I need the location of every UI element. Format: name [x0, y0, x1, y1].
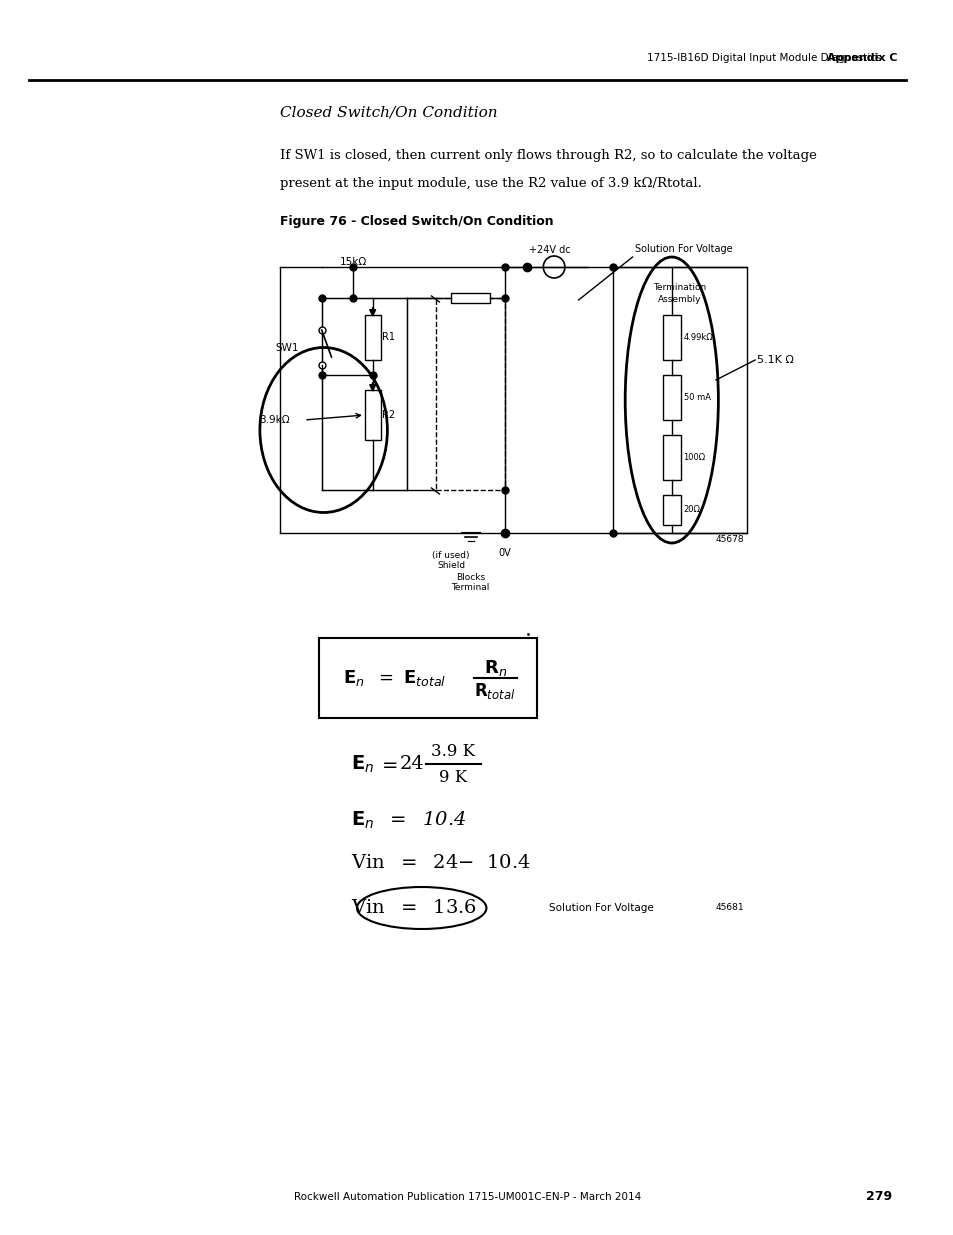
Text: 0V: 0V — [498, 548, 511, 558]
Text: 50 mA: 50 mA — [683, 393, 710, 401]
Bar — [662, 495, 679, 525]
Text: 3.9kΩ: 3.9kΩ — [258, 415, 289, 425]
Text: 1715-IB16D Digital Input Module Diagnostics: 1715-IB16D Digital Input Module Diagnost… — [646, 53, 881, 63]
Text: Vin  $=$  24$-$  10.4: Vin $=$ 24$-$ 10.4 — [351, 853, 530, 872]
Text: Blocks: Blocks — [456, 573, 485, 582]
Text: Solution For Voltage: Solution For Voltage — [549, 903, 653, 913]
Text: SW1: SW1 — [275, 343, 299, 353]
Text: 9 K: 9 K — [438, 769, 467, 787]
Bar — [662, 315, 679, 359]
Bar — [364, 390, 380, 440]
Text: 20Ω: 20Ω — [683, 505, 700, 515]
Text: $=$: $=$ — [377, 755, 397, 773]
Bar — [436, 298, 504, 490]
Text: $\mathbf{E}_{n}$: $\mathbf{E}_{n}$ — [351, 753, 374, 774]
Text: 279: 279 — [865, 1191, 891, 1203]
Text: Rockwell Automation Publication 1715-UM001C-EN-P - March 2014: Rockwell Automation Publication 1715-UM0… — [294, 1192, 640, 1202]
Text: R1: R1 — [382, 332, 395, 342]
Text: 100Ω: 100Ω — [683, 452, 705, 462]
Text: 15kΩ: 15kΩ — [339, 257, 366, 267]
Text: present at the input module, use the R2 value of 3.9 kΩ/Rtotal.: present at the input module, use the R2 … — [279, 177, 700, 189]
Text: R2: R2 — [382, 410, 395, 420]
Text: Assembly: Assembly — [658, 294, 701, 304]
Bar — [321, 298, 407, 490]
Text: Termination: Termination — [653, 283, 706, 291]
Text: $\mathbf{E}_{n}$  $=$  10.4: $\mathbf{E}_{n}$ $=$ 10.4 — [351, 809, 466, 831]
Text: 5.1K Ω: 5.1K Ω — [757, 354, 793, 366]
Text: $\mathbf{R}_{n}$: $\mathbf{R}_{n}$ — [483, 658, 506, 678]
Ellipse shape — [543, 256, 564, 278]
Text: 3.9 K: 3.9 K — [431, 743, 475, 761]
Bar — [662, 375, 679, 420]
Bar — [662, 435, 679, 480]
Bar — [451, 293, 490, 303]
Text: Shield: Shield — [436, 561, 465, 571]
Text: Figure 76 - Closed Switch/On Condition: Figure 76 - Closed Switch/On Condition — [279, 215, 553, 228]
Bar — [613, 267, 746, 534]
Bar — [364, 315, 380, 359]
Text: 4.99kΩ: 4.99kΩ — [683, 332, 713, 342]
Text: If SW1 is closed, then current only flows through R2, so to calculate the voltag: If SW1 is closed, then current only flow… — [279, 148, 816, 162]
Text: 24: 24 — [399, 755, 424, 773]
Text: Terminal: Terminal — [451, 583, 490, 592]
Text: +24V dc: +24V dc — [528, 245, 570, 254]
Text: (if used): (if used) — [432, 551, 470, 559]
Text: Vin  $=$  13.6: Vin $=$ 13.6 — [351, 899, 476, 918]
Text: 45678: 45678 — [715, 536, 743, 545]
Bar — [318, 638, 537, 718]
Text: $\mathbf{R}_{total}$: $\mathbf{R}_{total}$ — [474, 680, 516, 701]
Text: Closed Switch/On Condition: Closed Switch/On Condition — [279, 105, 497, 119]
Text: Solution For Voltage: Solution For Voltage — [634, 245, 731, 254]
Text: Appendix C: Appendix C — [826, 53, 897, 63]
Text: $\mathbf{E}_{n}$  $=$ $\mathbf{E}_{total}$: $\mathbf{E}_{n}$ $=$ $\mathbf{E}_{total}… — [343, 668, 446, 688]
Text: 45681: 45681 — [715, 904, 743, 913]
